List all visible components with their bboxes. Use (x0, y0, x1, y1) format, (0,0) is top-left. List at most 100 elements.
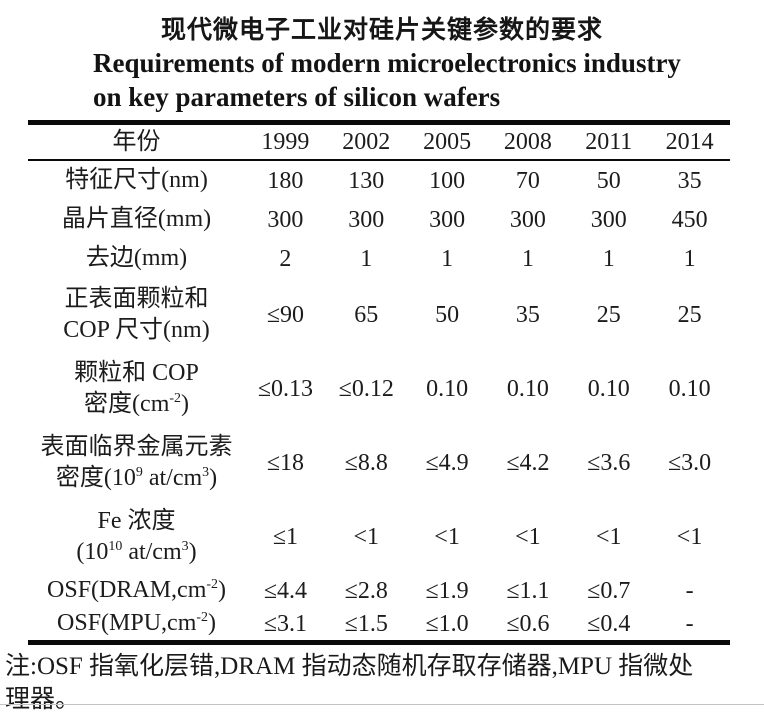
value-cell: 1 (360, 245, 373, 272)
value-cell: 1 (521, 245, 534, 272)
year-header-cell: 2008 (503, 129, 552, 155)
value-cell: 0.10 (587, 376, 630, 402)
table-footnote: 注:OSF 指氧化层错,DRAM 指动态随机存取存储器,MPU 指微处 理器。 (5, 650, 760, 716)
page-bottom-rule (0, 704, 764, 705)
value-cell: - (685, 610, 694, 637)
value-cell: <1 (434, 524, 460, 550)
value-cell: 180 (267, 167, 304, 194)
value-cell: 25 (677, 302, 702, 328)
value-cell: ≤0.6 (506, 610, 550, 637)
value-cell: 0.10 (668, 376, 711, 402)
row-label-line: 密度(cm-2) (84, 391, 189, 417)
row-label: Fe 浓度 (1010 at/cm3) (28, 506, 245, 568)
value-cell: 130 (348, 167, 385, 194)
value-cell: ≤1.1 (506, 577, 550, 604)
row-label: 表面临界金属元素 密度(109 at/cm3) (28, 432, 245, 494)
value-cell: <1 (353, 524, 380, 550)
table-title-english-line1: Requirements of modern microelectronics … (93, 48, 681, 78)
table-row: 表面临界金属元素 密度(109 at/cm3) ≤18 ≤8.8 ≤4.9 ≤4.2 ≤3.… (28, 426, 730, 500)
value-cell: ≤0.4 (587, 610, 631, 637)
table-row: Fe 浓度 (1010 at/cm3) ≤1 <1 <1 <1 <1 <1 (28, 500, 730, 574)
value-cell: ≤1.0 (425, 610, 469, 637)
row-label: 特征尺寸(nm) (28, 165, 245, 196)
table-row: 正表面颗粒和 COP 尺寸(nm) ≤90 65 50 35 25 25 (28, 278, 730, 352)
year-header-cell: 1999 (261, 129, 310, 155)
value-cell: ≤1.5 (344, 610, 388, 637)
value-cell: 1 (441, 245, 454, 272)
value-cell: - (685, 577, 694, 604)
row-label-line: 正表面颗粒和 (64, 286, 209, 312)
value-cell: 300 (429, 206, 466, 233)
table-row: 颗粒和 COP 密度(cm-2) ≤0.13 ≤0.12 0.10 0.10 0.10 0.1… (28, 352, 730, 426)
table-row: 晶片直径(mm) 300 300 300 300 300 450 (28, 200, 730, 239)
row-label: OSF(DRAM,cm-2) (28, 575, 245, 606)
table-title-english: Requirements of modern microelectronics … (93, 46, 756, 114)
value-cell: 2 (279, 245, 292, 272)
table-row: 去边(mm) 2 1 1 1 1 1 (28, 239, 730, 278)
value-cell: 100 (429, 167, 466, 194)
year-header-cell: 2014 (665, 129, 714, 155)
value-cell: ≤1 (272, 524, 298, 550)
value-cell: 50 (596, 167, 621, 194)
value-cell: 70 (515, 167, 540, 194)
table-row: 特征尺寸(nm) 180 130 100 70 50 35 (28, 161, 730, 200)
row-label-line: (1010 at/cm3) (76, 539, 197, 565)
row-label-line: 颗粒和 COP (74, 360, 199, 386)
value-cell: <1 (676, 524, 703, 550)
row-label-line: 去边(mm) (85, 245, 188, 271)
value-cell: ≤4.2 (506, 450, 550, 476)
value-cell: ≤4.9 (425, 450, 469, 476)
value-cell: 300 (590, 206, 627, 233)
value-cell: <1 (595, 524, 622, 550)
footnote-line1: 注:OSF 指氧化层错,DRAM 指动态随机存取存储器,MPU 指微处 (5, 653, 694, 680)
parameters-table: 年份 1999 2002 2005 2008 2011 2014 特征尺寸(nm) 180 1… (28, 120, 730, 645)
value-cell: ≤18 (266, 450, 304, 476)
value-cell: 65 (354, 302, 379, 328)
table-title-chinese: 现代微电子工业对硅片关键参数的要求 (160, 15, 603, 44)
year-header-cell: 2005 (423, 129, 472, 155)
row-label-line: 密度(109 at/cm3) (55, 465, 218, 491)
year-header-label: 年份 (112, 129, 161, 155)
value-cell: 0.10 (426, 376, 469, 402)
value-cell: ≤0.12 (338, 376, 394, 402)
value-cell: ≤1.9 (425, 577, 469, 604)
value-cell: ≤4.4 (263, 577, 307, 604)
row-label-line: COP 尺寸(nm) (63, 317, 210, 343)
row-label-line: OSF(MPU,cm-2) (57, 610, 216, 636)
table-header-row: 年份 1999 2002 2005 2008 2011 2014 (28, 125, 730, 161)
value-cell: ≤0.7 (587, 577, 631, 604)
value-cell: ≤3.6 (587, 450, 631, 476)
value-cell: 1 (683, 245, 696, 272)
row-label: OSF(MPU,cm-2) (28, 608, 245, 639)
value-cell: ≤3.0 (667, 450, 712, 476)
year-header-cell: 2002 (342, 129, 391, 155)
footnote-line2: 理器。 (5, 686, 81, 713)
value-cell: ≤8.8 (344, 450, 388, 476)
value-cell: ≤2.8 (344, 577, 388, 604)
value-cell: ≤0.13 (257, 376, 313, 402)
table-body: 特征尺寸(nm) 180 130 100 70 50 35 晶片直径(mm) 300 300 300… (28, 161, 730, 640)
row-label: 正表面颗粒和 COP 尺寸(nm) (28, 284, 245, 346)
table-title-english-line2: on key parameters of silicon wafers (93, 82, 501, 112)
value-cell: 450 (671, 206, 708, 233)
value-cell: 25 (596, 302, 621, 328)
row-label-line: 表面临界金属元素 (40, 434, 233, 460)
value-cell: 35 (677, 167, 702, 194)
table-row: OSF(DRAM,cm-2) ≤4.4 ≤2.8 ≤1.9 ≤1.1 ≤0.7 - (28, 574, 730, 607)
value-cell: 0.10 (506, 376, 549, 402)
value-cell: 35 (515, 302, 540, 328)
value-cell: 300 (348, 206, 385, 233)
row-label-line: 特征尺寸(nm) (65, 167, 208, 193)
row-label-line: OSF(DRAM,cm-2) (47, 577, 226, 603)
row-label: 晶片直径(mm) (28, 204, 245, 235)
value-cell: 300 (509, 206, 546, 233)
row-label-line: Fe 浓度 (97, 508, 176, 534)
table-row: OSF(MPU,cm-2) ≤3.1 ≤1.5 ≤1.0 ≤0.6 ≤0.4 - (28, 607, 730, 640)
year-header-cell: 2011 (585, 129, 633, 155)
value-cell: ≤3.1 (263, 610, 307, 637)
row-label: 颗粒和 COP 密度(cm-2) (28, 358, 245, 420)
value-cell: 50 (435, 302, 460, 328)
value-cell: <1 (515, 524, 541, 550)
value-cell: 1 (602, 245, 615, 272)
